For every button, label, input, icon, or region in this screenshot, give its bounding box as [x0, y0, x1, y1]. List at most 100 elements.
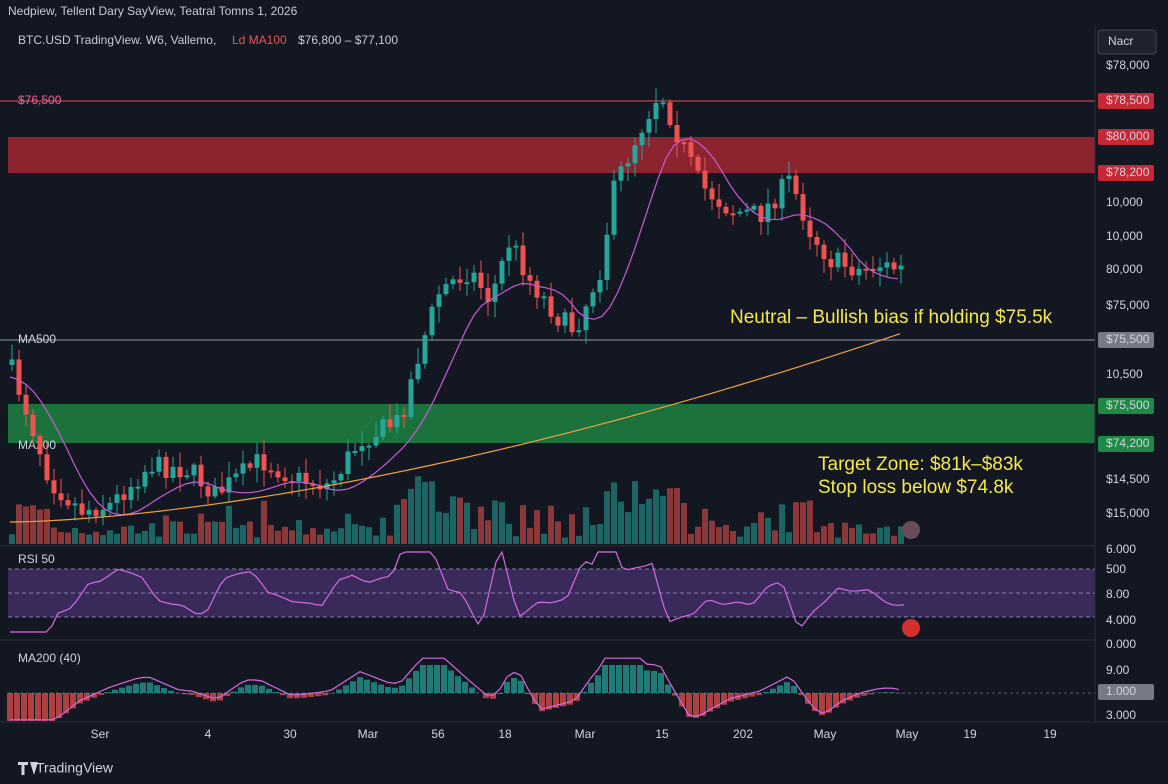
macd-bar: [140, 682, 146, 693]
volume-bar: [639, 503, 645, 544]
candle-body: [184, 475, 190, 478]
volume-bar: [779, 504, 785, 544]
candle-body: [156, 456, 162, 472]
alert-icon[interactable]: [902, 619, 920, 637]
candle-body: [9, 359, 15, 365]
macd-bar: [791, 685, 797, 693]
price-axis-label: $15,000: [1106, 506, 1150, 520]
candle-body: [807, 220, 813, 238]
indicators: [7, 550, 905, 721]
alert-icon[interactable]: [902, 521, 920, 539]
candle-body: [191, 464, 197, 476]
macd-bar: [21, 693, 27, 721]
volume-bar: [373, 535, 379, 544]
volume-bar: [751, 522, 757, 544]
macd-bar: [567, 693, 573, 705]
menu-button-label[interactable]: Nacr: [1108, 34, 1133, 48]
volume-bar: [310, 527, 316, 544]
volume-bar: [415, 476, 421, 544]
volume-bar: [674, 488, 680, 544]
volume-bar: [807, 500, 813, 544]
macd-bar: [119, 687, 125, 693]
macd-bar: [343, 685, 349, 693]
macd-bar: [469, 687, 475, 693]
macd-bar: [413, 670, 419, 693]
candle-body: [282, 477, 288, 482]
ma200-label: MA200: [18, 438, 56, 452]
candle-body: [149, 471, 155, 474]
macd-bar: [784, 682, 790, 693]
macd-bar: [308, 693, 314, 697]
macd-bar: [749, 693, 755, 697]
macd-bar: [833, 693, 839, 708]
macd-bar: [623, 665, 629, 693]
candle-body: [373, 436, 379, 446]
macd-bar: [637, 665, 643, 693]
volume-bar: [191, 533, 197, 544]
volume-bar: [583, 507, 589, 544]
macd-bar: [609, 665, 615, 693]
candle-body: [198, 464, 204, 487]
macd-bar: [126, 685, 132, 693]
candle-body: [877, 267, 883, 272]
volume-bar: [268, 524, 274, 544]
volume-bar: [597, 524, 603, 544]
candle-body: [65, 500, 71, 506]
time-axis-label: 15: [655, 727, 669, 741]
volume-bar: [170, 521, 176, 544]
volume-bar: [30, 505, 36, 544]
volume-bar: [821, 526, 827, 544]
candle-body: [639, 132, 645, 146]
macd-bar: [504, 681, 510, 693]
macd-bar: [693, 693, 699, 718]
volume-bar: [828, 523, 834, 544]
time-axis-label: May: [896, 727, 919, 741]
volume-bar: [422, 482, 428, 544]
volume-bar: [282, 526, 288, 544]
menu-button[interactable]: [1097, 29, 1157, 55]
candle-body: [72, 503, 78, 506]
macd-bar: [259, 685, 265, 693]
volume-bar: [338, 528, 344, 544]
candle-body: [261, 454, 267, 471]
volume-bar: [184, 533, 190, 544]
stop-annotation: Stop loss below $74.8k: [818, 477, 1014, 498]
volume-bar: [842, 522, 848, 544]
volume-bar: [709, 520, 715, 544]
volume-bar: [401, 499, 407, 544]
volume-bar: [261, 500, 267, 544]
volume-bar: [632, 481, 638, 544]
volume-bar: [492, 500, 498, 544]
candle-body: [674, 125, 680, 143]
price-axis-label: 10,000: [1106, 195, 1143, 209]
volume-bar: [604, 491, 610, 544]
volume-bar: [569, 514, 575, 544]
time-axis-label: 19: [963, 727, 977, 741]
macd-bar: [182, 693, 188, 695]
macd-bar: [805, 693, 811, 704]
macd-bar: [483, 693, 489, 699]
candle-body: [268, 470, 274, 473]
candle-body: [100, 509, 106, 517]
volume-bar: [618, 501, 624, 544]
macd-bar: [441, 665, 447, 693]
candle-body: [233, 473, 239, 478]
volume-bar: [800, 502, 806, 544]
ma500-label: MA500: [18, 332, 56, 346]
candle-body: [471, 272, 477, 283]
volume-bar: [688, 533, 694, 544]
macd-bar: [434, 665, 440, 693]
volume-bar: [562, 537, 568, 544]
price-axis-label: $80,000: [1106, 129, 1150, 143]
volume-bar: [716, 527, 722, 544]
macd-bar: [819, 693, 825, 716]
macd-bar: [133, 683, 139, 693]
candle-body: [828, 259, 834, 268]
macd-bar: [630, 665, 636, 693]
price-label-box: [1098, 165, 1154, 181]
candle-body: [590, 292, 596, 307]
macd-bar: [175, 693, 181, 694]
candle-body: [891, 262, 897, 270]
macd-bar: [889, 692, 895, 693]
